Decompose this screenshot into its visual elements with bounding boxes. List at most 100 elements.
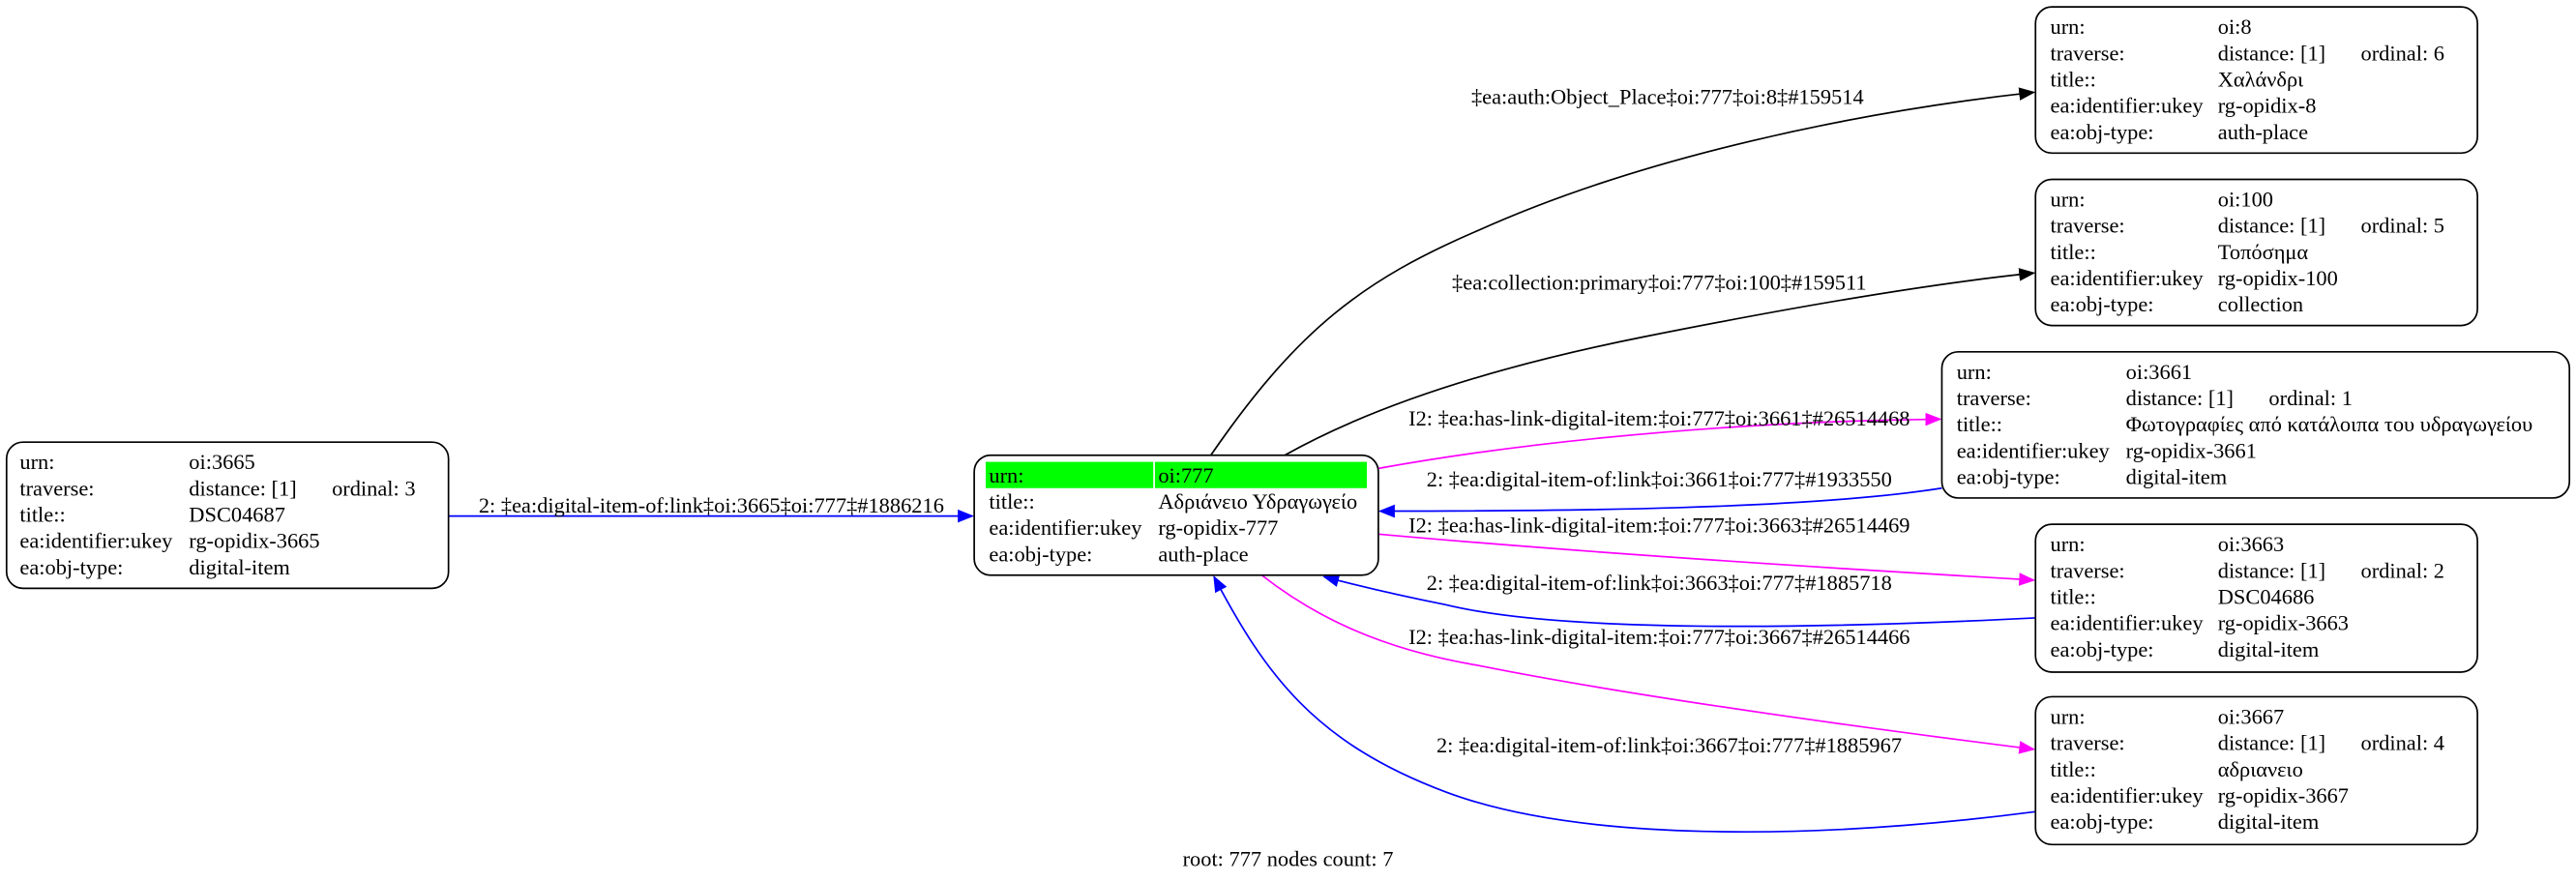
field-key: traverse: (19, 476, 94, 500)
field-key: traverse: (2051, 214, 2125, 238)
field-key: title:: (2051, 240, 2096, 264)
edge-777-to-3667[interactable] (1260, 574, 2036, 754)
graph-footer: root: 777 nodes count: 7 (1183, 846, 1394, 870)
field-key: ea:obj-type: (19, 555, 123, 579)
field-key: ea:identifier:ukey (989, 515, 1142, 540)
node-box (2034, 695, 2478, 846)
field-value: rg-opidix-3667 (2218, 783, 2349, 808)
node-box (2034, 6, 2478, 155)
field-key: urn: (1957, 360, 1992, 384)
edge-label: 2: ‡ea:digital-item-of:link‡oi:3663‡oi:7… (1427, 571, 1892, 595)
field-value: oi:3661 (2126, 360, 2192, 384)
edge-777-to-3661[interactable] (1377, 412, 1942, 470)
field-key: ea:obj-type: (2051, 120, 2154, 144)
field-value: Αδριάνειο Υδραγωγείο (1158, 489, 1357, 514)
field-key: title:: (989, 489, 1034, 514)
field-key: ea:obj-type: (2051, 637, 2154, 661)
field-value: distance: [1] (2218, 731, 2325, 755)
field-key: ea:identifier:ukey (19, 529, 173, 553)
field-value: oi:3663 (2218, 532, 2284, 556)
node-3667[interactable]: urn: oi:3667 traverse: distance: [1] ordinal… (2034, 695, 2478, 846)
edge-label: I2: ‡ea:has-link-digital-item:‡oi:777‡oi… (1408, 625, 1910, 649)
edge-label: I2: ‡ea:has-link-digital-item:‡oi:777‡oi… (1408, 514, 1910, 538)
field-key: traverse: (2051, 558, 2125, 582)
field-value: distance: [1] (2218, 558, 2325, 582)
field-ordinal: ordinal: 6 (2361, 41, 2444, 65)
field-key: ea:identifier:ukey (2051, 266, 2205, 290)
node-box (5, 441, 450, 590)
highlight-key (986, 461, 1154, 488)
field-ordinal: ordinal: 5 (2361, 214, 2444, 238)
edge-777-to-100[interactable] (1284, 268, 2036, 456)
field-ordinal: ordinal: 4 (2361, 731, 2444, 755)
field-key: urn: (2051, 532, 2086, 556)
field-value: oi:3667 (2218, 704, 2284, 728)
edge-label: 2: ‡ea:digital-item-of:link‡oi:3661‡oi:7… (1427, 467, 1892, 491)
field-ordinal: ordinal: 3 (332, 476, 416, 500)
field-key: ea:identifier:ukey (2051, 94, 2205, 118)
field-value: DSC04686 (2218, 584, 2315, 608)
field-value: auth-place (1158, 542, 1248, 566)
edge-777-to-8[interactable] (1209, 87, 2036, 456)
edge-label: 2: ‡ea:digital-item-of:link‡oi:3665‡oi:7… (479, 493, 944, 517)
field-value: collection (2218, 292, 2303, 316)
node-100[interactable]: urn: oi:100 traverse: distance: [1] ordinal:… (2034, 178, 2478, 327)
node-3661[interactable]: urn: oi:3661 traverse: distance: [1] ordinal… (1940, 350, 2571, 499)
field-key: ea:identifier:ukey (1957, 438, 2111, 462)
field-key: title:: (1957, 412, 2002, 436)
field-value: distance: [1] (2218, 214, 2325, 238)
field-value: rg-opidix-777 (1158, 515, 1278, 540)
field-value: rg-opidix-3663 (2218, 611, 2349, 635)
field-value: oi:8 (2218, 15, 2252, 39)
field-key: title:: (2051, 757, 2096, 781)
nodes: urn: oi:3665 traverse: distance: [1] ordinal… (5, 6, 2571, 846)
field-key: ea:obj-type: (989, 542, 1092, 566)
field-key: traverse: (2051, 41, 2125, 65)
edge-label: ‡ea:collection:primary‡oi:777‡oi:100‡#15… (1452, 270, 1867, 294)
edge-labels: ‡ea:auth:Object_Place‡oi:777‡oi:8‡#15951… (479, 84, 1910, 757)
node-3663[interactable]: urn: oi:3663 traverse: distance: [1] ordinal… (2034, 523, 2478, 673)
field-value: digital-item (189, 555, 290, 579)
field-value: oi:100 (2218, 187, 2273, 211)
field-value: digital-item (2126, 465, 2228, 489)
highlight-value (1154, 461, 1368, 488)
field-value: αδριανειο (2218, 757, 2303, 781)
field-value: digital-item (2218, 637, 2320, 661)
node-box (2034, 523, 2478, 673)
field-value: distance: [1] (189, 476, 296, 500)
field-value: rg-opidix-3661 (2126, 438, 2257, 462)
field-key: urn: (2051, 187, 2086, 211)
field-key: ea:obj-type: (1957, 465, 2060, 489)
field-key: ea:obj-type: (2051, 809, 2154, 834)
field-value: digital-item (2218, 809, 2320, 834)
field-value: Φωτογραφίες από κατάλοιπα του υδραγωγείο… (2126, 412, 2533, 436)
field-value: distance: [1] (2218, 41, 2325, 65)
field-value: rg-opidix-100 (2218, 266, 2338, 290)
field-value: DSC04687 (189, 503, 285, 527)
node-8[interactable]: urn: oi:8 traverse: distance: [1] ordinal: 6… (2034, 6, 2478, 155)
field-key: title:: (19, 503, 65, 527)
field-value: oi:777 (1158, 463, 1213, 487)
field-key: urn: (989, 463, 1023, 487)
field-key: ea:obj-type: (2051, 292, 2154, 316)
edge-777-to-3663[interactable] (1377, 533, 2036, 586)
node-3665[interactable]: urn: oi:3665 traverse: distance: [1] ordinal… (5, 441, 450, 590)
field-value: Χαλάνδρι (2218, 68, 2303, 92)
edge-3663-to-777[interactable] (1322, 573, 2036, 628)
field-value: auth-place (2218, 120, 2308, 144)
edge-3667-to-777[interactable] (1213, 574, 2036, 834)
node-box (2034, 178, 2478, 327)
edge-3661-to-777[interactable] (1377, 486, 1942, 518)
field-value: rg-opidix-3665 (189, 529, 319, 553)
edge-label: I2: ‡ea:has-link-digital-item:‡oi:777‡oi… (1408, 406, 1910, 430)
field-key: title:: (2051, 584, 2096, 608)
field-value: oi:3665 (189, 450, 254, 474)
field-value: Τοπόσημα (2218, 240, 2309, 264)
field-key: ea:identifier:ukey (2051, 611, 2205, 635)
field-value: rg-opidix-8 (2218, 94, 2317, 118)
field-ordinal: ordinal: 2 (2361, 558, 2444, 582)
field-key: urn: (2051, 15, 2086, 39)
field-key: urn: (19, 450, 54, 474)
